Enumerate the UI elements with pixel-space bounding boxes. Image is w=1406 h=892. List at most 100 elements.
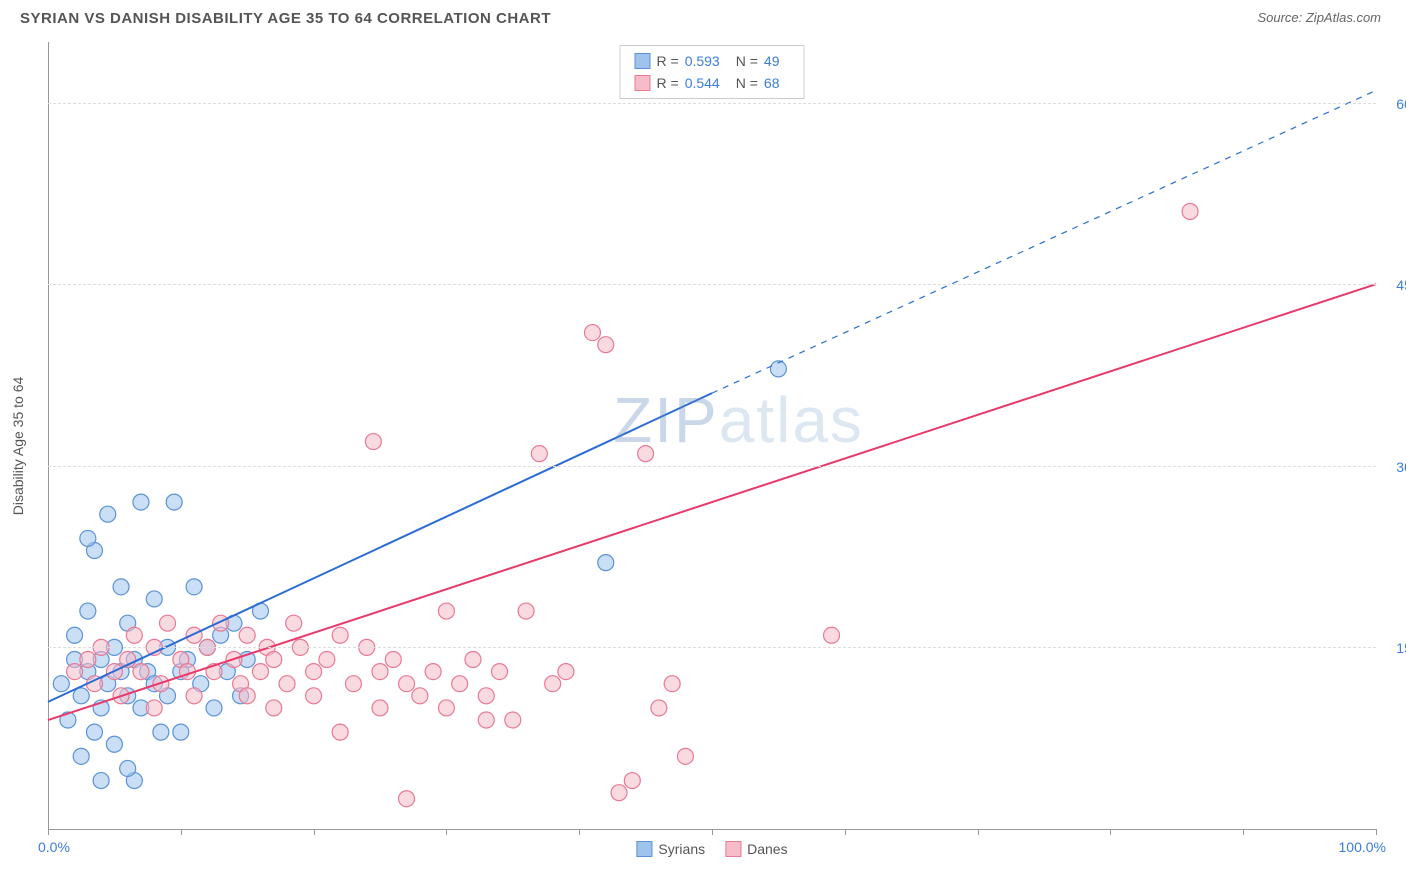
gridline: 30.0% [48,466,1376,467]
data-point [279,676,295,692]
x-axis-max-label: 100.0% [1339,839,1386,855]
data-point [173,724,189,740]
data-point [206,700,222,716]
data-point [80,530,96,546]
data-point [67,664,83,680]
data-point [319,651,335,667]
data-point [306,688,322,704]
gridline: 60.0% [48,103,1376,104]
data-point [345,676,361,692]
data-point [332,627,348,643]
x-tick [579,829,580,835]
data-point [93,773,109,789]
data-point [611,785,627,801]
legend-swatch [635,75,651,91]
data-point [399,676,415,692]
legend-row: R =0.544N =68 [635,72,790,94]
data-point [438,700,454,716]
data-point [478,688,494,704]
data-point [186,688,202,704]
data-point [465,651,481,667]
data-point [598,555,614,571]
data-point [166,494,182,510]
data-point [73,688,89,704]
x-tick [48,829,49,835]
data-point [677,748,693,764]
data-point [80,603,96,619]
legend-label: Danes [747,841,787,857]
x-tick [1243,829,1244,835]
gridline: 15.0% [48,647,1376,648]
scatter-svg [48,42,1376,829]
data-point [286,615,302,631]
data-point [186,579,202,595]
data-point [266,700,282,716]
data-point [518,603,534,619]
y-tick-label: 30.0% [1396,459,1406,475]
data-point [664,676,680,692]
y-tick-label: 15.0% [1396,640,1406,656]
data-point [598,337,614,353]
data-point [133,494,149,510]
data-point [53,676,69,692]
x-tick [712,829,713,835]
x-tick [978,829,979,835]
data-point [412,688,428,704]
data-point [365,434,381,450]
x-tick [314,829,315,835]
legend-swatch [636,841,652,857]
legend-swatch [725,841,741,857]
data-point [306,664,322,680]
data-point [73,748,89,764]
data-point [624,773,640,789]
data-point [584,325,600,341]
data-point [133,664,149,680]
legend-label: Syrians [658,841,705,857]
data-point [651,700,667,716]
data-point [824,627,840,643]
data-point [186,627,202,643]
data-point [438,603,454,619]
data-point [478,712,494,728]
y-tick-label: 60.0% [1396,96,1406,112]
x-tick [181,829,182,835]
data-point [106,736,122,752]
data-point [545,676,561,692]
legend-item: Danes [725,841,787,857]
data-point [332,724,348,740]
data-point [100,506,116,522]
x-tick [446,829,447,835]
x-tick [1110,829,1111,835]
data-point [86,724,102,740]
data-point [153,724,169,740]
data-point [531,446,547,462]
data-point [452,676,468,692]
data-point [146,700,162,716]
chart-title: SYRIAN VS DANISH DISABILITY AGE 35 TO 64… [20,10,551,27]
data-point [492,664,508,680]
legend-swatch [635,53,651,69]
data-point [239,627,255,643]
data-point [425,664,441,680]
data-point [146,591,162,607]
gridline: 45.0% [48,284,1376,285]
data-point [239,688,255,704]
y-tick-label: 45.0% [1396,277,1406,293]
data-point [160,615,176,631]
data-point [558,664,574,680]
y-axis-title: Disability Age 35 to 64 [10,377,26,516]
data-point [372,700,388,716]
legend-item: Syrians [636,841,705,857]
data-point [252,664,268,680]
data-point [80,651,96,667]
x-tick [1376,829,1377,835]
data-point [120,760,136,776]
series-legend: Syrians Danes [636,841,787,857]
data-point [638,446,654,462]
data-point [399,791,415,807]
data-point [1182,204,1198,220]
data-point [113,579,129,595]
data-point [67,627,83,643]
x-axis-min-label: 0.0% [38,839,70,855]
data-point [505,712,521,728]
